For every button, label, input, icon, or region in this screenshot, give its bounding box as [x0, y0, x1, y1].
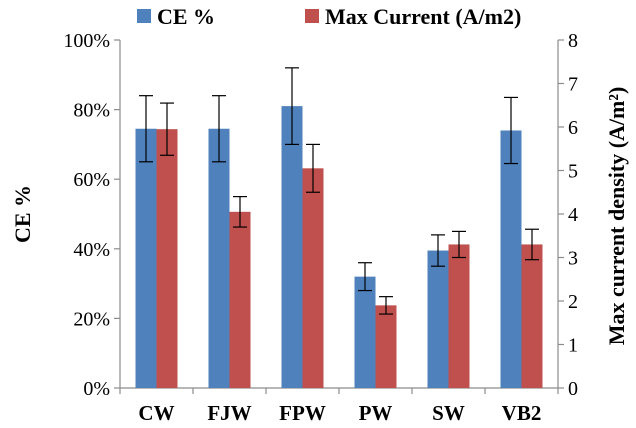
legend-swatch: [305, 9, 319, 23]
y-axis-title-right: Max current density (A/m²): [604, 87, 629, 346]
y-tick-label-right: 1: [568, 335, 578, 357]
x-category-label: FPW: [279, 401, 326, 425]
legend-label: CE %: [157, 4, 215, 29]
bar-max-current: [521, 244, 543, 388]
y-tick-label-left: 20%: [73, 308, 110, 330]
y-axis-title-left: CE %: [10, 185, 35, 243]
y-tick-label-right: 8: [568, 30, 578, 52]
y-tick-label-right: 4: [568, 204, 578, 226]
y-tick-label-right: 5: [568, 161, 578, 183]
legend-swatch: [137, 9, 151, 23]
y-tick-label-right: 2: [568, 291, 578, 313]
y-tick-label-right: 6: [568, 117, 578, 139]
bar-ce: [135, 128, 157, 389]
x-category-label: CW: [138, 401, 174, 425]
y-tick-label-left: 80%: [73, 100, 110, 122]
bar-max-current: [375, 305, 397, 388]
x-category-label: PW: [359, 401, 393, 425]
bar-ce: [281, 106, 303, 389]
y-tick-label-right: 7: [568, 74, 578, 96]
y-tick-label-left: 60%: [73, 169, 110, 191]
y-tick-label-left: 0%: [83, 378, 110, 400]
bar-max-current: [448, 244, 470, 388]
bar-ce: [354, 276, 376, 388]
bar-max-current: [302, 168, 324, 388]
bar-max-current: [156, 129, 178, 389]
y-tick-label-right: 0: [568, 378, 578, 400]
bar-ce: [427, 250, 449, 388]
bar-ce: [208, 128, 230, 389]
legend-label: Max Current (A/m2): [325, 4, 521, 29]
y-tick-label-left: 100%: [63, 30, 110, 52]
bar-ce: [500, 130, 522, 389]
bar-max-current: [229, 211, 251, 388]
y-tick-label-right: 3: [568, 248, 578, 270]
x-category-label: VB2: [502, 401, 542, 425]
y-tick-label-left: 40%: [73, 239, 110, 261]
x-category-label: SW: [432, 401, 465, 425]
x-category-label: FJW: [207, 401, 251, 425]
